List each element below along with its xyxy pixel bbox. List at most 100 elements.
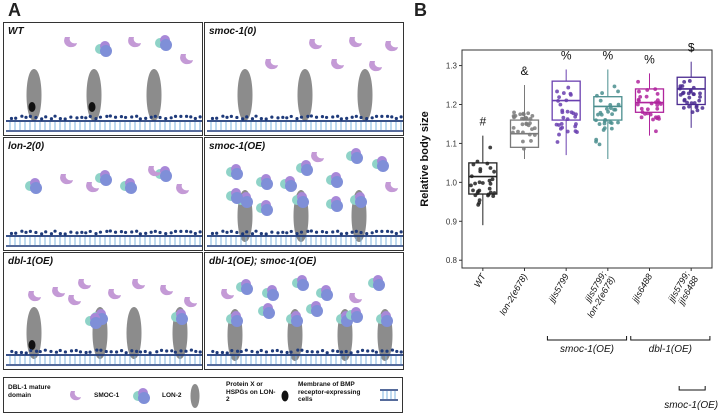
panel-a-label: A bbox=[8, 0, 21, 20]
data-point bbox=[565, 129, 570, 134]
data-point bbox=[691, 85, 696, 90]
dbl1-icon bbox=[28, 291, 41, 302]
dbl1-icon bbox=[70, 391, 81, 401]
data-point bbox=[524, 115, 528, 120]
data-point bbox=[492, 169, 497, 174]
data-point bbox=[649, 101, 654, 106]
cell-wt: WT bbox=[3, 22, 203, 136]
membrane-icon bbox=[6, 114, 202, 132]
dbl1-icon bbox=[176, 184, 189, 195]
data-point bbox=[598, 98, 603, 103]
data-point bbox=[655, 106, 660, 111]
data-point bbox=[526, 111, 531, 116]
membrane-icon bbox=[207, 114, 403, 132]
data-point bbox=[469, 183, 473, 188]
data-point bbox=[643, 111, 647, 116]
data-point bbox=[689, 101, 694, 106]
data-point bbox=[557, 95, 561, 100]
data-point bbox=[486, 192, 491, 197]
legend: DBL-1 mature domain SMOC-1 LON-2 Protein… bbox=[3, 377, 403, 413]
data-point bbox=[604, 106, 609, 111]
y-tick-label: 1.0 bbox=[446, 178, 458, 187]
y-tick-label: 0.8 bbox=[446, 256, 458, 265]
cell-title: smoc-1(0) bbox=[209, 26, 257, 37]
data-point bbox=[645, 88, 650, 92]
lon2-icon bbox=[237, 69, 253, 121]
cell-dbl1-oe: dbl-1(OE) bbox=[3, 252, 203, 370]
proteinx-icon bbox=[28, 102, 36, 112]
data-point bbox=[518, 112, 523, 117]
smoc1-icon bbox=[376, 311, 393, 327]
data-point bbox=[512, 110, 516, 115]
smoc1-icon bbox=[346, 307, 363, 323]
data-point bbox=[612, 84, 617, 89]
smoc1-icon bbox=[155, 35, 172, 51]
smoc1-icon bbox=[256, 200, 273, 216]
data-point bbox=[558, 102, 563, 107]
dbl1-icon bbox=[52, 287, 65, 298]
significance-label: % bbox=[644, 52, 655, 66]
dbl1-icon bbox=[331, 59, 344, 70]
x-tick-label: lon-2(e678) bbox=[498, 272, 530, 317]
data-point bbox=[529, 139, 533, 143]
dbl1-icon bbox=[128, 37, 141, 48]
data-point bbox=[637, 98, 641, 103]
data-point bbox=[687, 104, 691, 109]
data-point bbox=[573, 129, 578, 133]
significance-label: & bbox=[520, 64, 528, 78]
significance-label: $ bbox=[688, 41, 695, 55]
data-point bbox=[654, 100, 658, 105]
dbl1-icon bbox=[369, 61, 382, 72]
data-point bbox=[692, 101, 697, 105]
data-point bbox=[555, 89, 559, 94]
smoc1-icon bbox=[171, 309, 188, 325]
box bbox=[634, 88, 665, 113]
box bbox=[593, 96, 623, 121]
data-point bbox=[530, 114, 535, 118]
smoc1-icon bbox=[372, 156, 389, 172]
smoc1-icon bbox=[262, 285, 279, 301]
data-point bbox=[594, 118, 598, 123]
data-point bbox=[655, 92, 660, 96]
data-point bbox=[516, 129, 520, 134]
significance-label: % bbox=[561, 48, 572, 62]
data-point bbox=[651, 117, 655, 122]
data-point bbox=[568, 92, 573, 97]
data-point bbox=[521, 146, 526, 151]
smoc1-icon bbox=[292, 275, 309, 291]
data-point bbox=[488, 145, 493, 150]
panel-b-label: B bbox=[414, 0, 427, 20]
legend-lon2-label: LON-2 bbox=[162, 392, 182, 399]
lon2-icon bbox=[86, 69, 102, 121]
dbl1-icon bbox=[311, 152, 324, 163]
data-point bbox=[700, 106, 705, 110]
scene-illustration bbox=[207, 148, 403, 247]
smoc1-icon bbox=[296, 160, 313, 176]
data-point bbox=[637, 89, 641, 94]
smoc1-icon bbox=[226, 164, 243, 180]
data-point bbox=[681, 105, 686, 110]
scene-illustration bbox=[207, 37, 403, 132]
data-point bbox=[616, 102, 621, 107]
lon2-icon bbox=[297, 69, 313, 121]
box-3 bbox=[593, 69, 623, 159]
plot-frame bbox=[461, 49, 713, 269]
data-point bbox=[565, 117, 570, 122]
data-point bbox=[597, 122, 602, 126]
smoc1-icon bbox=[326, 196, 343, 212]
cell-title: smoc-1(OE) bbox=[209, 141, 266, 152]
data-point bbox=[559, 121, 564, 126]
data-point bbox=[694, 103, 699, 108]
dbl1-icon bbox=[68, 295, 81, 306]
data-point bbox=[527, 132, 532, 137]
data-point bbox=[521, 139, 525, 144]
smoc1-icon bbox=[95, 41, 112, 57]
data-point bbox=[601, 128, 606, 132]
data-point bbox=[654, 129, 658, 134]
smoc1-icon bbox=[368, 275, 385, 291]
legend-proteinx-label: Protein X or HSPGs on LON-2 bbox=[226, 381, 276, 403]
data-point bbox=[681, 90, 686, 95]
proteinx-icon bbox=[88, 102, 96, 112]
dbl1-icon bbox=[148, 166, 161, 177]
data-point bbox=[520, 122, 525, 127]
